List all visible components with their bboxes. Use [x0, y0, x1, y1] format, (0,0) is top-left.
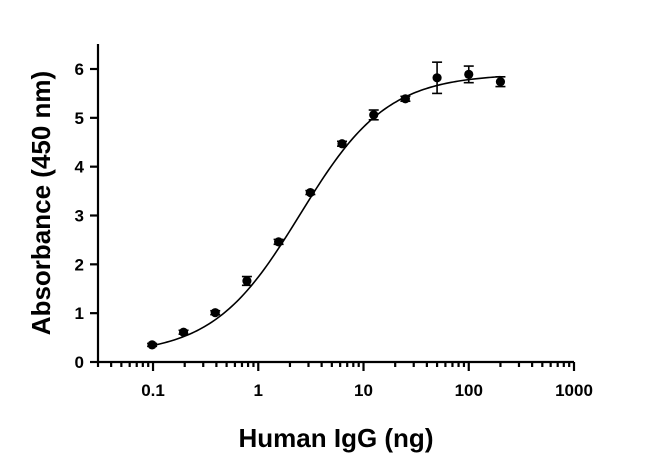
x-tick-label: 10: [354, 381, 373, 400]
data-point: [210, 308, 221, 318]
data-marker: [400, 94, 410, 104]
data-marker: [432, 73, 442, 83]
data-marker: [273, 237, 284, 247]
data-point: [147, 340, 158, 350]
x-tick-label: 0.1: [141, 381, 165, 400]
data-points-group: [147, 61, 506, 350]
y-tick-label: 2: [75, 255, 84, 274]
y-tick-label: 3: [75, 207, 84, 226]
data-marker: [210, 308, 220, 318]
x-axis: 0.1 1 10 100 1000: [96, 360, 593, 400]
fit-curve: [151, 75, 501, 347]
y-tick-label: 5: [75, 109, 84, 128]
data-point: [463, 65, 474, 84]
data-point: [495, 76, 506, 88]
data-point: [273, 237, 284, 247]
x-tick-label: 1: [254, 381, 263, 400]
x-tick-label: 100: [455, 381, 483, 400]
y-axis-title: Absorbance (450 nm): [26, 71, 56, 335]
y-tick-label: 0: [75, 353, 84, 372]
data-point: [178, 327, 189, 337]
data-point: [368, 109, 379, 121]
data-marker: [242, 276, 252, 286]
data-point: [305, 187, 316, 198]
data-marker: [369, 110, 379, 120]
data-point: [432, 61, 443, 95]
data-point: [400, 94, 411, 104]
y-tick-label: 1: [75, 304, 84, 323]
data-marker: [495, 77, 506, 87]
data-point: [337, 139, 348, 149]
fit-curve-group: [151, 75, 501, 347]
data-marker: [464, 69, 474, 79]
data-marker: [337, 139, 347, 149]
data-point: [241, 275, 252, 287]
x-tick-label: 1000: [555, 381, 593, 400]
y-axis: 0 1 2 3 4 5 6: [75, 44, 100, 372]
data-marker: [178, 327, 189, 337]
data-marker: [305, 187, 315, 198]
y-tick-label: 6: [75, 60, 84, 79]
data-marker: [147, 340, 157, 350]
x-axis-title: Human IgG (ng): [239, 423, 434, 453]
y-tick-label: 4: [75, 158, 85, 177]
